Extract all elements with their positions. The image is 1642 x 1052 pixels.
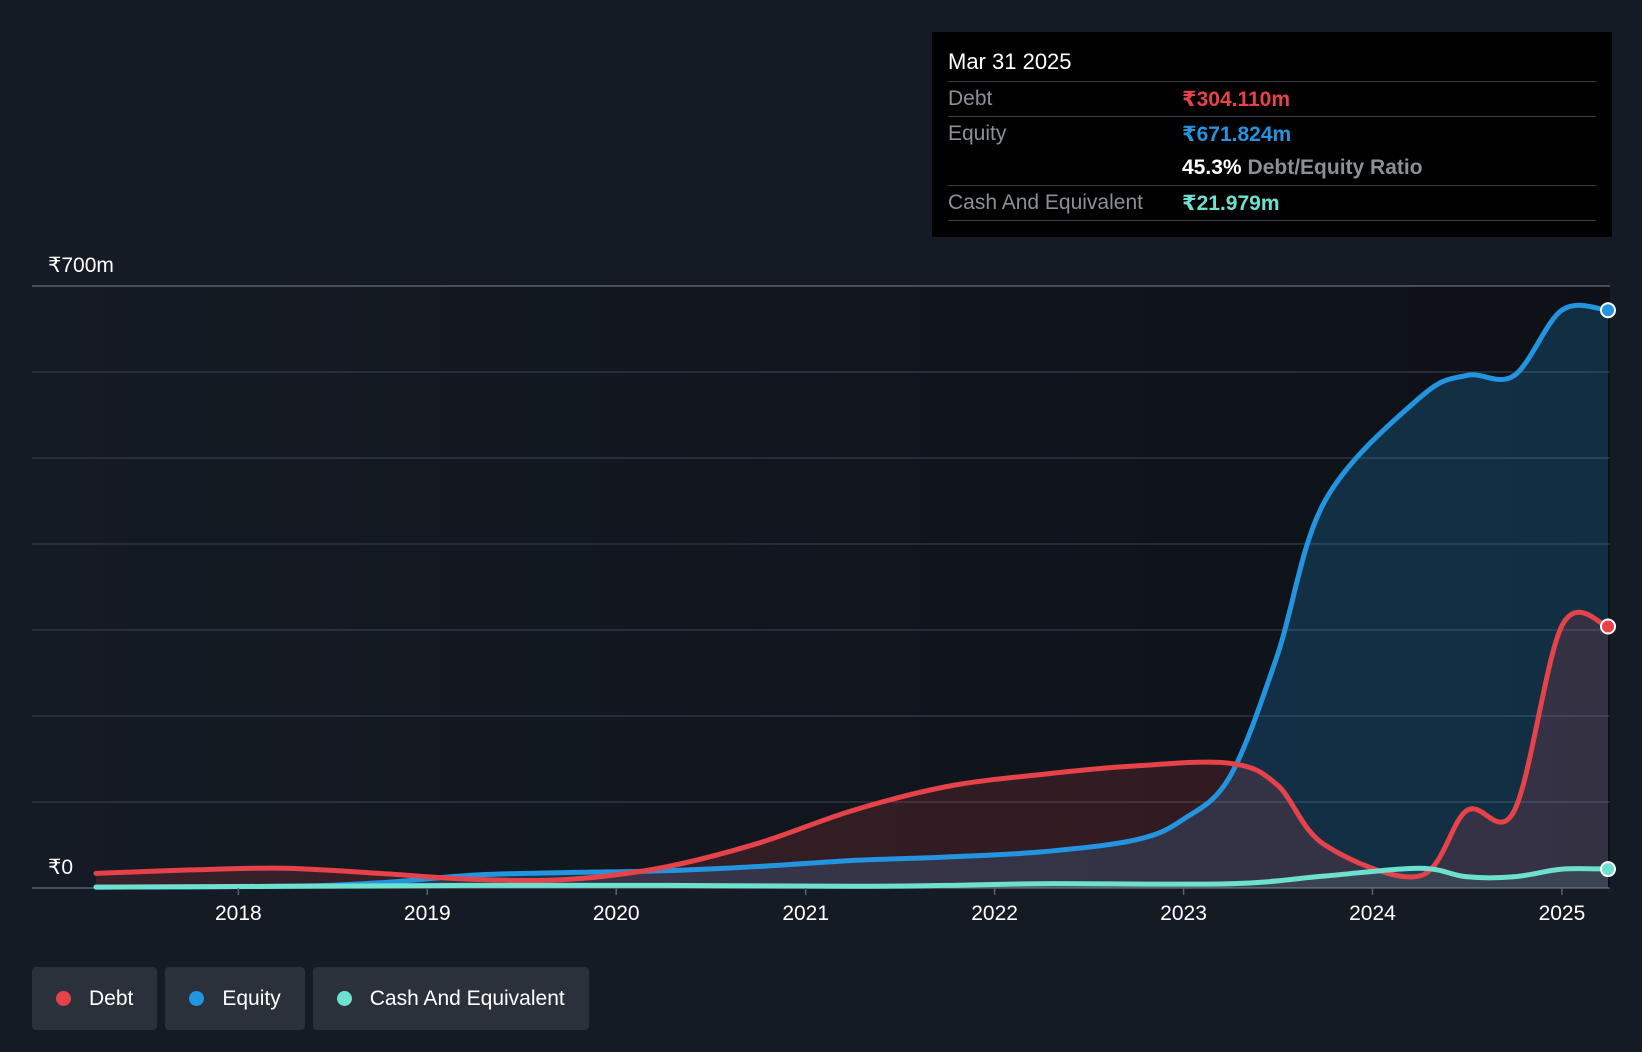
tooltip-cash-value: ₹21.979m bbox=[1182, 191, 1280, 215]
legend-item-cash[interactable]: Cash And Equivalent bbox=[312, 967, 589, 1030]
x-tick-label: 2025 bbox=[1539, 902, 1586, 925]
tooltip-cash-label: Cash And Equivalent bbox=[948, 191, 1143, 214]
legend-label-debt: Debt bbox=[89, 986, 134, 1010]
legend-label-cash: Cash And Equivalent bbox=[369, 986, 565, 1010]
x-tick-label: 2021 bbox=[782, 902, 829, 925]
legend-label-equity: Equity bbox=[222, 986, 281, 1010]
tooltip-panel: Mar 31 2025 Debt ₹304.110m Equity ₹671.8… bbox=[932, 32, 1612, 237]
x-tick-label: 2020 bbox=[593, 902, 640, 925]
marker-equity bbox=[1600, 302, 1616, 319]
tooltip-debt-row: Debt ₹304.110m bbox=[948, 82, 1596, 117]
y-tick-label: ₹700m bbox=[48, 254, 114, 277]
series-lines bbox=[93, 302, 1611, 890]
marker-cash-and-equivalent bbox=[1600, 861, 1616, 878]
tooltip-ratio-row: 45.3% Debt/Equity Ratio bbox=[948, 151, 1596, 186]
y-tick-label: ₹0 bbox=[48, 856, 73, 879]
x-tick-label: 2023 bbox=[1160, 902, 1207, 925]
x-tick-label: 2018 bbox=[215, 902, 262, 925]
line-cash-and-equivalent bbox=[93, 865, 1611, 890]
tooltip-debt-value: ₹304.110m bbox=[1182, 87, 1291, 111]
tooltip-debt-label: Debt bbox=[948, 87, 993, 110]
tooltip-equity-label: Equity bbox=[948, 122, 1007, 145]
tooltip-equity-row: Equity ₹671.824m bbox=[948, 117, 1596, 151]
legend-dot-cash-icon bbox=[336, 991, 352, 1006]
end-markers bbox=[1600, 302, 1616, 878]
tooltip-cash-row: Cash And Equivalent ₹21.979m bbox=[948, 186, 1596, 221]
plot-background bbox=[32, 286, 1610, 888]
x-tick-label: 2022 bbox=[971, 902, 1018, 925]
y-axis-ticks: ₹700m ₹0 bbox=[48, 254, 114, 879]
legend-dot-equity-icon bbox=[189, 991, 205, 1006]
line-equity bbox=[93, 302, 1611, 890]
legend-item-debt[interactable]: Debt bbox=[32, 967, 158, 1030]
x-tick-label: 2019 bbox=[404, 902, 451, 925]
tooltip-ratio-label: Debt/Equity Ratio bbox=[1247, 156, 1423, 179]
x-axis-ticks: 2018 2019 2020 2021 2022 2023 2024 2025 bbox=[215, 888, 1585, 925]
line-debt bbox=[93, 609, 1611, 884]
tooltip-date: Mar 31 2025 bbox=[948, 32, 1596, 82]
legend-dot-debt-icon bbox=[56, 991, 71, 1006]
legend: Debt Equity Cash And Equivalent bbox=[32, 967, 589, 1030]
area-equity bbox=[96, 305, 1608, 888]
marker-debt bbox=[1600, 618, 1616, 635]
tooltip-equity-value: ₹671.824m bbox=[1182, 122, 1292, 146]
area-debt bbox=[96, 612, 1608, 888]
legend-item-equity[interactable]: Equity bbox=[165, 967, 305, 1030]
x-tick-label: 2024 bbox=[1349, 902, 1396, 925]
tooltip-ratio-value: 45.3% bbox=[1182, 156, 1242, 179]
